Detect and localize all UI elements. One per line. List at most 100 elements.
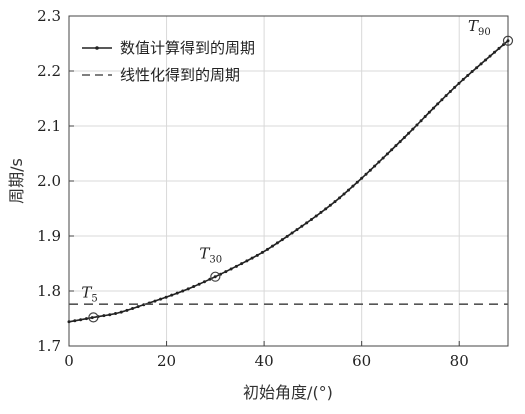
annotation-main: T (81, 283, 92, 301)
numeric-period-point (181, 289, 185, 293)
numeric-period-point (338, 196, 342, 200)
numeric-period-point (275, 241, 279, 245)
annotation-subscript: 5 (91, 293, 97, 304)
x-axis-title: 初始角度/(°) (243, 383, 333, 402)
numeric-period-point (300, 224, 304, 228)
legend: 数值计算得到的周期 线性化得到的周期 (82, 39, 255, 84)
numeric-period-point (333, 200, 337, 204)
numeric-period-point (390, 148, 394, 152)
y-axis-title: 周期/s (7, 158, 26, 204)
numeric-period-point (67, 320, 71, 324)
x-tick-label: 0 (64, 352, 74, 370)
numeric-period-point (402, 135, 406, 139)
numeric-period-point (186, 287, 190, 291)
numeric-period-point (368, 168, 372, 172)
numeric-period-point (290, 231, 294, 235)
numeric-period-point (131, 307, 135, 311)
annotation-marker-T90 (502, 35, 514, 46)
numeric-period-point (240, 262, 244, 266)
numeric-period-point (73, 319, 77, 323)
numeric-period-point (373, 164, 377, 168)
numeric-period-point (229, 267, 233, 271)
annotation-marker-T5 (88, 312, 99, 323)
numeric-period-point (79, 318, 83, 322)
y-tick-label: 1.7 (37, 337, 61, 355)
numeric-period-point (255, 253, 259, 257)
numeric-period-point (119, 310, 123, 314)
numeric-period-point (309, 217, 313, 221)
numeric-period-point (411, 127, 415, 131)
numeric-period-point (260, 250, 264, 254)
numeric-period-point (506, 39, 510, 43)
numeric-period-point (355, 180, 359, 184)
numeric-period-point (159, 297, 163, 301)
annotation-label-T90: T90 (468, 17, 491, 38)
numeric-period-point (479, 62, 483, 66)
numeric-period-point (265, 247, 269, 251)
numeric-period-point (102, 314, 106, 318)
numeric-period-point (234, 264, 238, 268)
numeric-period-point (461, 77, 465, 81)
numeric-period-line (68, 40, 509, 323)
numeric-period-point (285, 234, 289, 238)
numeric-period-point (457, 81, 461, 85)
numeric-period-point (136, 305, 140, 309)
numeric-period-point (175, 291, 179, 295)
numeric-period-point (448, 89, 452, 93)
numeric-period-point (245, 259, 249, 263)
numeric-period-point (364, 172, 368, 176)
annotation-label-T5: T5 (81, 283, 97, 304)
numeric-period-point (398, 140, 402, 144)
x-tick-label: 80 (450, 352, 469, 370)
y-tick-label: 2.3 (37, 7, 61, 25)
numeric-period-point (342, 192, 346, 196)
numeric-period-point (213, 275, 217, 279)
numeric-period-point (351, 184, 355, 188)
numeric-period-point (475, 66, 479, 70)
numeric-period-point (407, 131, 411, 135)
axis-ticks: 0 20 40 60 80 1.7 1.8 1.9 2.0 2.1 2.2 2.3 (37, 7, 469, 370)
numeric-period-point (324, 207, 328, 211)
y-tick-label: 1.9 (37, 227, 61, 245)
y-tick-label: 2.2 (37, 62, 61, 80)
annotation-marker-T30 (210, 271, 221, 282)
numeric-period-point (224, 270, 228, 274)
numeric-period-point (436, 102, 440, 106)
numeric-period-point (295, 228, 299, 232)
numeric-period-point (423, 114, 427, 118)
x-tick-label: 20 (157, 352, 176, 370)
annotation-main: T (199, 245, 210, 263)
numeric-period-point (197, 282, 201, 286)
numeric-period-point (377, 160, 381, 164)
numeric-period-point (328, 203, 332, 207)
numeric-period-point (466, 73, 470, 77)
numeric-period-point (470, 70, 474, 74)
numeric-period-point (440, 98, 444, 102)
numeric-period-point (125, 308, 129, 312)
legend-marker-numeric (95, 46, 99, 50)
y-tick-label: 2.1 (37, 117, 61, 135)
numeric-period-point (346, 188, 350, 192)
numeric-period-point (84, 317, 88, 321)
annotation-label-T30: T30 (199, 245, 222, 266)
numeric-period-point (305, 221, 309, 225)
numeric-period-point (153, 299, 157, 303)
numeric-period-point (381, 156, 385, 160)
annotation-subscript: 90 (478, 27, 491, 38)
x-tick-label: 60 (352, 352, 371, 370)
numeric-period-point (90, 316, 94, 320)
numeric-period-point (432, 106, 436, 110)
numeric-period-point (314, 214, 318, 218)
y-tick-label: 2.0 (37, 172, 61, 190)
numeric-period-point (385, 152, 389, 156)
numeric-period-point (250, 256, 254, 260)
numeric-period-point (360, 176, 364, 180)
numeric-period-point (192, 285, 196, 289)
numeric-period-point (419, 119, 423, 123)
annotation-subscript: 30 (209, 255, 222, 266)
numeric-period-point (488, 54, 492, 58)
numeric-period-point (270, 244, 274, 248)
x-tick-label: 40 (255, 352, 274, 370)
